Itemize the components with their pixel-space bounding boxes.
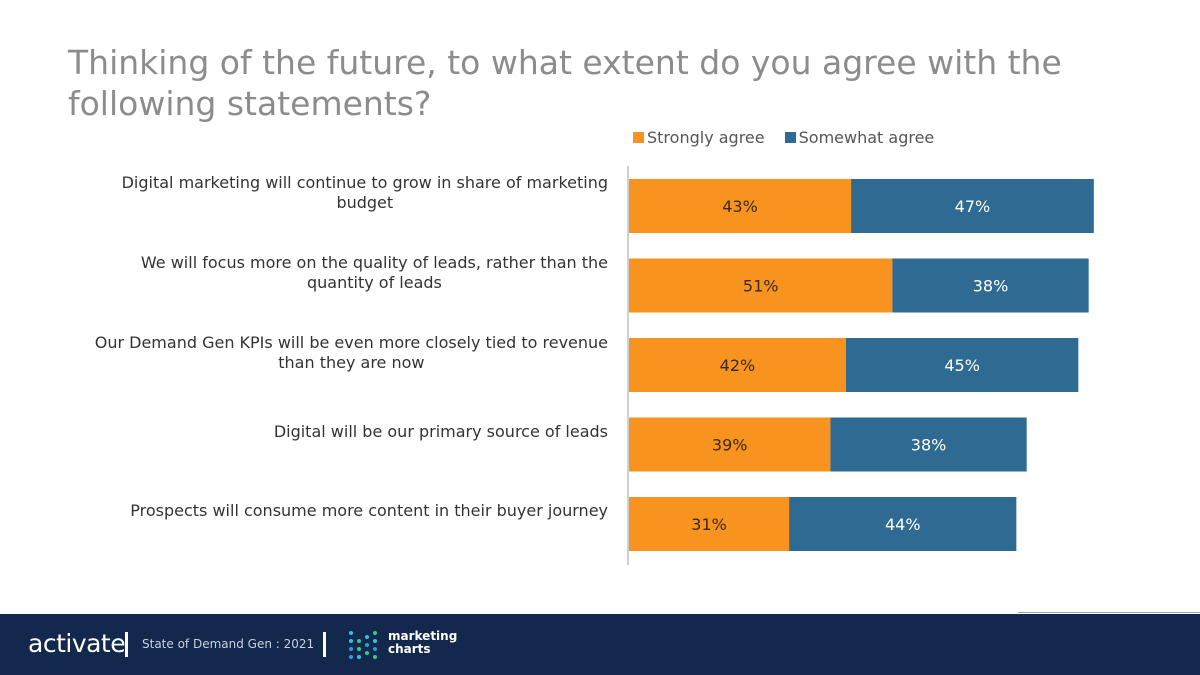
bar-strongly-agree-2: [629, 258, 893, 313]
category-label-5-line1: Prospects will consume more content in t…: [130, 501, 608, 520]
footer-divider: [323, 632, 326, 657]
category-label-1-line2: budget: [336, 193, 394, 212]
chart-legend: Strongly agree Somewhat agree: [633, 127, 954, 147]
category-label-5: Prospects will consume more content in t…: [40, 484, 608, 538]
legend-swatch-somewhat-agree: [784, 131, 796, 143]
report-name: State of Demand Gen : 2021: [142, 637, 315, 651]
data-label-strongly-agree-5: 31%: [691, 515, 727, 534]
marketing-charts-logo: marketing charts: [388, 630, 457, 656]
data-label-somewhat-agree-1: 47%: [955, 197, 991, 216]
category-label-2-line2: quantity of leads: [307, 273, 442, 292]
bar-somewhat-agree-4: [830, 417, 1027, 472]
category-label-4-line1: Digital will be our primary source of le…: [273, 422, 608, 441]
bar-strongly-agree-3: [629, 338, 846, 392]
legend-swatch-strongly-agree: [633, 131, 644, 143]
chart-title: Thinking of the future, to what extent d…: [68, 43, 1062, 123]
marketing-charts-line1: marketing: [388, 629, 458, 643]
category-label-2: We will focus more on the quality of lea…: [40, 246, 608, 300]
bar-strongly-agree-1: [629, 179, 852, 233]
data-label-strongly-agree-1: 43%: [722, 197, 758, 216]
category-label-3-line1: Our Demand Gen KPIs will be even more cl…: [94, 333, 608, 352]
category-label-1-line1: Digital marketing will continue to grow …: [121, 173, 608, 192]
bar-somewhat-agree-3: [845, 338, 1079, 392]
bar-strongly-agree-4: [629, 417, 831, 472]
category-label-2-line1: We will focus more on the quality of lea…: [140, 253, 608, 272]
bar-somewhat-agree-5: [789, 497, 1017, 551]
data-label-somewhat-agree-5: 44%: [885, 515, 921, 534]
category-label-3-line2: than they are now: [278, 353, 425, 372]
data-label-somewhat-agree-4: 38%: [911, 436, 947, 455]
legend-label-strongly-agree: Strongly agree: [647, 127, 765, 147]
activate-logo: activate: [28, 629, 126, 658]
footer-rule: [1018, 612, 1200, 613]
data-label-strongly-agree-4: 39%: [712, 436, 748, 455]
category-label-4: Digital will be our primary source of le…: [40, 405, 608, 459]
legend-item-strongly-agree: Strongly agree: [633, 128, 765, 147]
bar-strongly-agree-5: [629, 497, 790, 551]
bar-somewhat-agree-1: [851, 179, 1094, 233]
marketing-charts-icon: [349, 631, 377, 659]
data-label-somewhat-agree-2: 38%: [973, 277, 1009, 296]
footer: activate State of Demand Gen : 2021 mark…: [0, 614, 1200, 675]
bar-somewhat-agree-2: [892, 258, 1089, 313]
data-label-somewhat-agree-3: 45%: [944, 356, 980, 375]
legend-label-somewhat-agree: Somewhat agree: [798, 127, 935, 147]
category-label-3: Our Demand Gen KPIs will be even more cl…: [40, 326, 608, 380]
category-label-1: Digital marketing will continue to grow …: [40, 166, 608, 220]
marketing-charts-line2: charts: [388, 642, 431, 656]
data-label-strongly-agree-3: 42%: [720, 356, 756, 375]
footer-divider: [125, 632, 128, 657]
legend-item-somewhat-agree: Somewhat agree: [784, 127, 935, 147]
stacked-bar-chart: 43% 47% 51% 38% 42% 45% 39% 38% 31% 44%: [627, 166, 1094, 565]
data-label-strongly-agree-2: 51%: [743, 277, 779, 296]
